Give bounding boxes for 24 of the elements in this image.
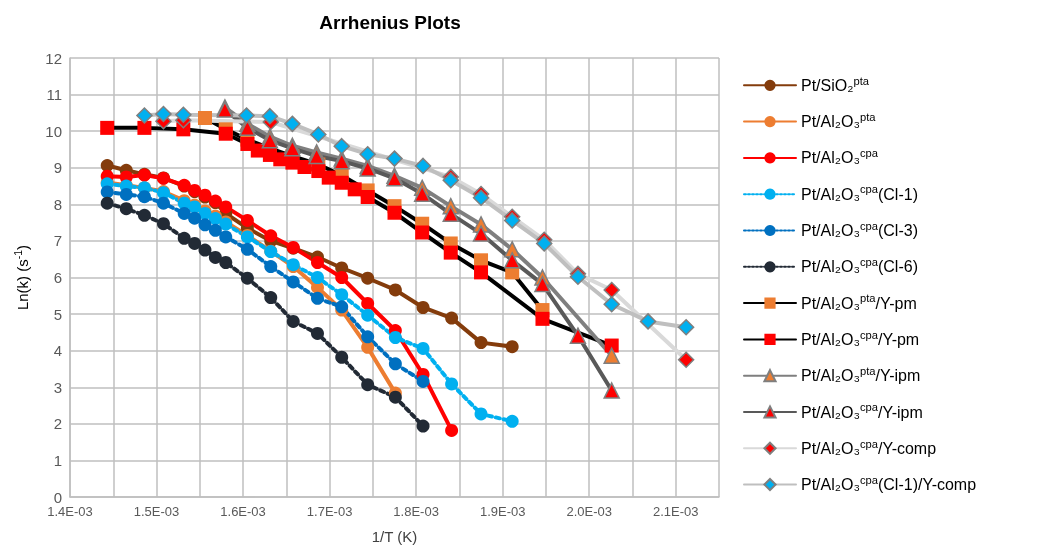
x-tick-label: 1.4E-03	[47, 504, 93, 519]
y-tick-label: 0	[53, 488, 62, 506]
y-tick-label: 8	[53, 195, 62, 213]
x-tick-label: 2.1E-03	[652, 504, 699, 519]
y-axis-title: Ln(k) (s-1)	[11, 244, 31, 311]
y-tick-label: 4	[53, 342, 62, 360]
y-tick-label: 6	[53, 269, 62, 286]
x-tick-label: 2.0E-03	[566, 504, 612, 519]
y-tick-label: 12	[45, 49, 62, 67]
y-tick-label: 1	[53, 451, 62, 469]
x-axis-title: 1/T (K)	[371, 528, 418, 545]
y-tick-label: 9	[53, 159, 62, 177]
x-tick-label: 1.5E-03	[133, 504, 180, 519]
x-tick-label: 1.7E-03	[306, 504, 353, 519]
y-tick-label: 3	[53, 378, 62, 396]
y-tick-label: 5	[53, 305, 62, 323]
chart-title: Arrhenius Plots	[319, 12, 461, 33]
x-tick-label: 1.9E-03	[479, 504, 526, 519]
x-tick-label: 1.8E-03	[393, 504, 439, 519]
y-tick-label: 2	[53, 415, 62, 433]
y-tick-label: 11	[46, 86, 62, 104]
y-tick-label: 7	[53, 232, 62, 250]
y-tick-label: 10	[45, 122, 62, 140]
x-tick-label: 1.6E-03	[220, 504, 266, 519]
